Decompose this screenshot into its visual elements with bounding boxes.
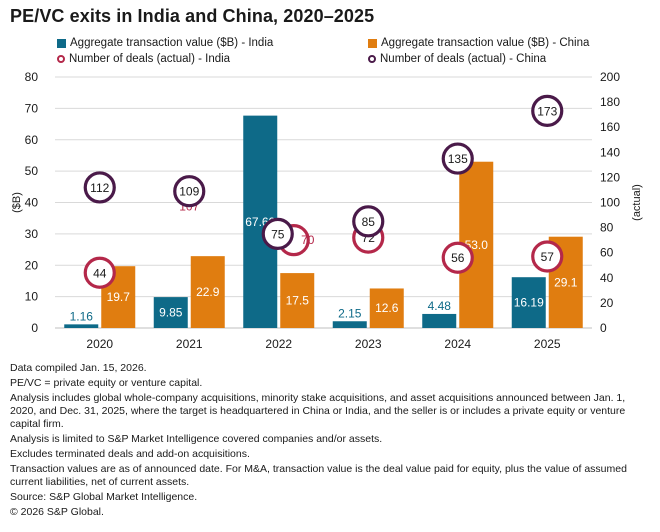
deals-india-marker <box>83 256 116 289</box>
legend-china-deals-marker <box>368 55 376 63</box>
legend-china-value: Aggregate transaction value ($B) - China <box>368 37 589 49</box>
bar-label-india-value: 9.85 <box>159 306 183 320</box>
y2-tick-label: 40 <box>600 271 614 285</box>
deals-india-marker <box>441 241 474 274</box>
y2-tick-label: 100 <box>600 196 620 210</box>
y-tick-label: 10 <box>25 290 39 304</box>
deals-india-marker <box>531 240 564 273</box>
bar-india-value <box>422 313 457 328</box>
deals-china-marker-label: 112 <box>90 181 109 195</box>
legend-india-value: Aggregate transaction value ($B) - India <box>57 37 273 49</box>
bar-india-value <box>64 324 99 328</box>
y2-tick-label: 60 <box>600 246 614 260</box>
x-tick-label: 2025 <box>534 337 561 351</box>
bar-label-india-value: 2.15 <box>338 306 362 320</box>
deals-china-marker <box>83 171 116 204</box>
deals-china-marker-label: 173 <box>537 104 557 118</box>
y-tick-label: 0 <box>31 321 38 335</box>
legend-india-value-label: Aggregate transaction value ($B) - India <box>70 37 274 49</box>
bar-label-india-value: 4.48 <box>428 299 452 313</box>
legend-china-deals-label: Number of deals (actual) - China <box>380 53 547 65</box>
y2-tick-label: 180 <box>600 95 620 109</box>
legend-china-value-label: Aggregate transaction value ($B) - China <box>381 37 590 49</box>
legend-china-deals: Number of deals (actual) - China <box>368 53 546 65</box>
bar-label-china-value: 19.7 <box>107 290 131 304</box>
legend-india-deals: Number of deals (actual) - India <box>57 53 230 65</box>
bar-china-value <box>280 273 315 328</box>
deals-china-marker-label: 109 <box>179 185 199 199</box>
y2-tick-label: 200 <box>600 70 620 84</box>
y-axis-title: ($B) <box>11 192 23 213</box>
bar-india-value <box>511 277 546 328</box>
bar-india-value <box>153 297 188 328</box>
x-tick-label: 2020 <box>86 337 113 351</box>
bar-china-value <box>369 288 404 328</box>
bar-india-value <box>332 321 367 328</box>
y2-tick-label: 0 <box>600 321 607 335</box>
deals-china-marker-label: 135 <box>448 152 468 166</box>
chart-title: PE/VC exits in India and China, 2020–202… <box>10 6 375 26</box>
deals-china-marker-label: 75 <box>271 227 285 241</box>
y2-tick-label: 80 <box>600 221 614 235</box>
y-tick-label: 40 <box>25 196 39 210</box>
deals-china-marker-label: 85 <box>362 215 376 229</box>
x-tick-label: 2023 <box>355 337 382 351</box>
footnote: Excludes terminated deals and add-on acq… <box>10 447 250 460</box>
y-tick-label: 60 <box>25 133 39 147</box>
deals-india-outside-label: 70 <box>301 233 315 247</box>
footnote: Transaction values are as of announced d… <box>10 463 627 488</box>
footnote: Data compiled Jan. 15, 2026. <box>10 362 147 374</box>
y-tick-label: 80 <box>25 70 39 84</box>
x-tick-label: 2024 <box>444 337 471 351</box>
deals-china-marker <box>441 142 474 175</box>
bar-label-china-value: 12.6 <box>375 301 399 315</box>
deals-india-marker-label: 56 <box>451 251 465 265</box>
deals-india-marker-label: 57 <box>541 250 555 264</box>
deals-china-marker <box>173 175 206 208</box>
footnotes: Data compiled Jan. 15, 2026. PE/VC = priv… <box>10 362 650 521</box>
footnote: Analysis includes global whole-company a… <box>10 392 626 430</box>
footnote: Analysis is limited to S&P Market Intell… <box>10 432 383 445</box>
legend-india-deals-label: Number of deals (actual) - India <box>69 53 231 65</box>
y2-axis-title: (actual) <box>631 184 643 221</box>
y2-tick-label: 140 <box>600 145 620 159</box>
y2-tick-label: 120 <box>600 170 620 184</box>
bar-label-india-value: 1.16 <box>70 309 94 323</box>
deals-china-marker <box>352 205 385 238</box>
deals-china-marker <box>261 217 294 250</box>
footnote: PE/VC = private equity or venture capita… <box>10 377 203 390</box>
bar-label-china-value: 17.5 <box>286 294 310 308</box>
y2-tick-label: 160 <box>600 120 620 134</box>
footnote: Source: S&P Global Market Intelligence. <box>10 490 198 503</box>
y-tick-label: 20 <box>25 258 39 272</box>
footnote: © 2026 S&P Global. <box>10 506 104 519</box>
x-tick-label: 2022 <box>265 337 292 351</box>
y-tick-label: 70 <box>25 101 39 115</box>
bar-label-china-value: 29.1 <box>554 275 578 289</box>
deals-india-marker-label: 44 <box>93 266 107 280</box>
legend-india-deals-marker <box>57 55 65 63</box>
deals-china-marker <box>531 94 564 127</box>
y2-tick-label: 20 <box>600 296 614 310</box>
bar-label-china-value: 22.9 <box>196 285 220 299</box>
legend-india-value-swatch <box>57 38 66 48</box>
y-tick-label: 50 <box>25 164 39 178</box>
y-tick-label: 30 <box>25 227 39 241</box>
bar-label-india-value: 16.19 <box>514 296 544 310</box>
legend-china-value-swatch <box>368 38 377 48</box>
bar-china-value <box>190 256 225 328</box>
combo-chart: 0 10 20 30 40 50 60 70 80 0 20 40 60 80 100 120 140 160 18… <box>11 70 643 351</box>
x-tick-label: 2021 <box>176 337 203 351</box>
